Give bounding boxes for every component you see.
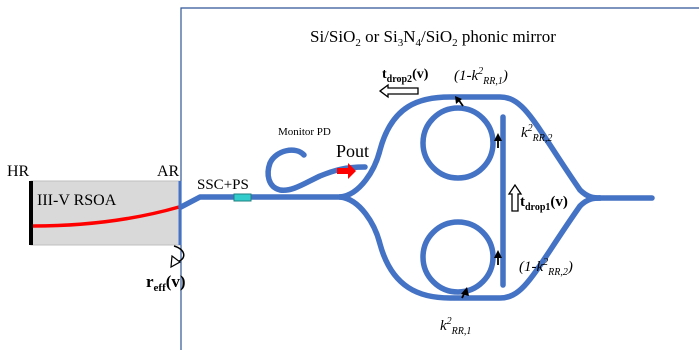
- rsoa-label: III-V RSOA: [37, 192, 117, 209]
- kappa-right-top-label: k2RR,2: [521, 123, 552, 144]
- tdrop1-arrow: [507, 183, 523, 212]
- monitor-pd-label: Monitor PD: [278, 126, 331, 138]
- pout-arrow: [337, 163, 356, 179]
- ar-label: AR: [157, 163, 180, 180]
- splitter-upper-arm: [337, 94, 603, 201]
- reff-label: reff(v): [146, 272, 186, 294]
- tdrop2-arrow: [378, 83, 419, 99]
- bus-waveguide: [178, 194, 343, 210]
- ssc-ps-block: [233, 193, 252, 202]
- monitor-tap-waveguide: [265, 147, 368, 194]
- kappa-right-bottom-label: (1-k2RR,2): [519, 257, 573, 278]
- reflection-arrow-head: [170, 254, 182, 269]
- kappa-top-label: (1-k2RR,1): [454, 66, 508, 87]
- pout-label: Pout: [336, 141, 369, 161]
- tdrop2-label: tdrop2(v): [382, 67, 429, 85]
- splitter-lower-arm: [337, 194, 603, 301]
- tdrop1-label: tdrop1(v): [520, 194, 568, 213]
- ring-resonator-bottom: [420, 219, 496, 295]
- kappa-bottom-label: k2RR,1: [440, 316, 471, 337]
- coupling-arrows: [455, 96, 502, 299]
- gain-waveguide: [32, 205, 180, 228]
- hr-label: HR: [7, 163, 30, 180]
- diagram-title: Si/SiO2 or Si3N4/SiO2 phonic mirror: [310, 27, 556, 49]
- ring-resonator-top: [420, 105, 496, 181]
- ssc-ps-label: SSC+PS: [197, 177, 249, 193]
